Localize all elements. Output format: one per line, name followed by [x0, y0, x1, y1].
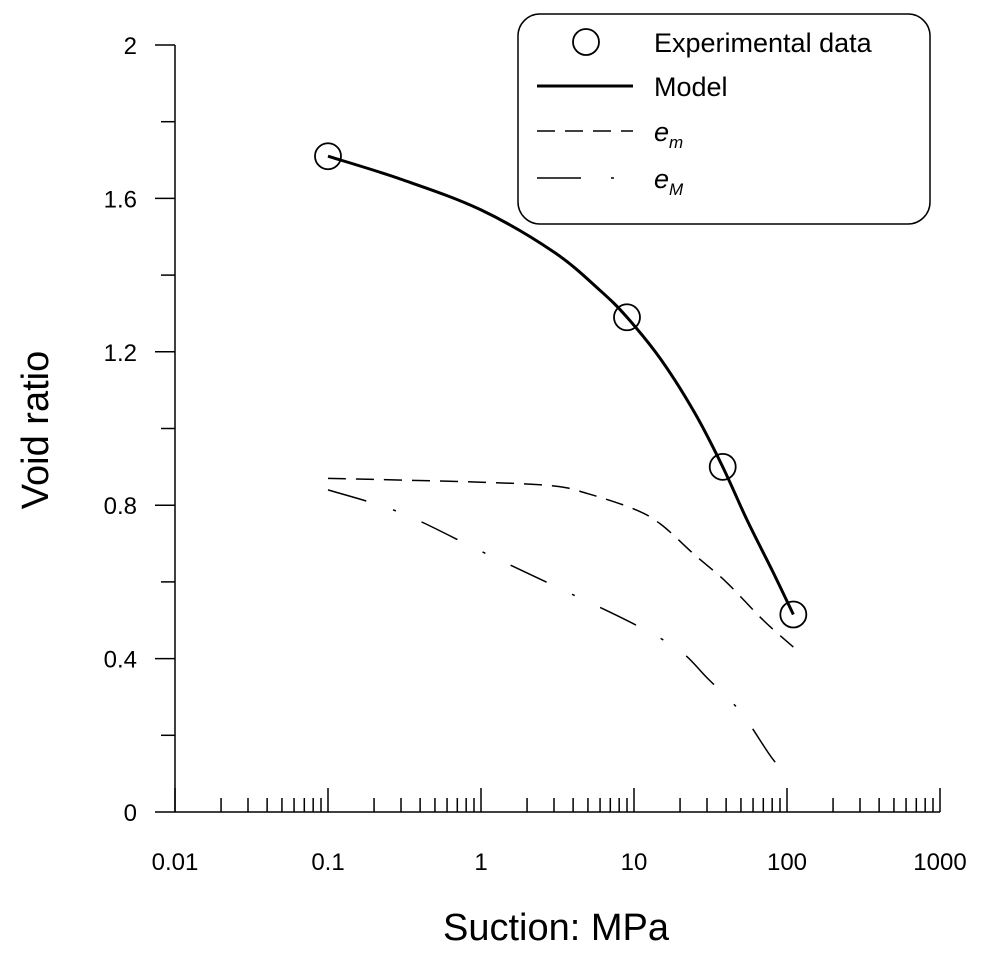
x-axis-title: Suction: MPa	[443, 907, 670, 949]
legend-marker	[572, 28, 600, 56]
experimental-data-point	[314, 142, 342, 171]
x-tick-label: 0.01	[152, 849, 199, 876]
legend-label: eM	[654, 164, 684, 199]
legend-entry: em	[537, 117, 683, 152]
x-tick-label: 100	[767, 849, 807, 876]
legend-label: Experimental data	[654, 28, 873, 58]
x-tick-label: 10	[621, 849, 648, 876]
legend-entry: Model	[537, 72, 728, 102]
legend-label: Model	[654, 72, 728, 102]
y-tick-label: 0.8	[104, 493, 137, 520]
tick-marks	[155, 44, 941, 813]
legend-label: em	[654, 117, 683, 152]
x-tick-label: 1000	[913, 849, 966, 876]
y-axis-title: Void ratio	[15, 351, 57, 509]
x-tick-label: 0.1	[311, 849, 344, 876]
legend-items: Experimental data Model em eM	[537, 28, 873, 199]
tick-labels: 0 0.4 0.8 1.2 1.6 2 0.01 0.1 1 10 100 1000	[104, 33, 967, 876]
legend-entry: Experimental data	[572, 28, 873, 58]
series-line-e-m	[327, 489, 794, 782]
y-tick-label: 1.6	[104, 186, 137, 213]
marker-layer	[314, 142, 808, 629]
series-line-model	[327, 154, 795, 616]
experimental-data-point	[779, 600, 808, 629]
series-layer	[327, 154, 795, 782]
legend-entry: eM	[537, 164, 684, 199]
legend-box	[517, 13, 931, 225]
legend: Experimental data Model em eM	[517, 13, 931, 225]
experimental-data-point	[613, 303, 641, 332]
series-line-e-m	[327, 477, 794, 648]
y-tick-label: 1.2	[104, 340, 137, 367]
y-tick-label: 2	[124, 33, 137, 60]
y-tick-label: 0	[124, 800, 137, 827]
x-tick-label: 1	[474, 849, 487, 876]
y-tick-label: 0.4	[104, 647, 137, 674]
experimental-data-point	[708, 452, 737, 481]
